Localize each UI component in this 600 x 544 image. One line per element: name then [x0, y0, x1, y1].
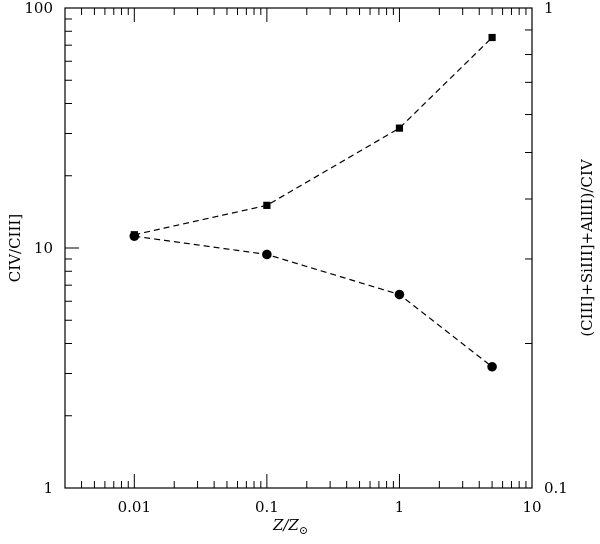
x-tick-label: 10 [522, 498, 541, 516]
series-1-line [134, 37, 493, 236]
series-1-point [395, 124, 404, 132]
y-left-tick-label: 100 [24, 0, 53, 17]
ticks-layer: 0.01 0.1 1 10 1 10 100 0.1 1 [24, 0, 568, 516]
y-axis-right-title: (CIII]+SiIII]+AlIII)/CIV [578, 158, 596, 337]
x-tick-label: 1 [395, 498, 405, 516]
lines-layer [134, 37, 493, 368]
series-0-point [262, 249, 272, 260]
y-axis-left-title: CIV/CIII] [6, 214, 24, 282]
y-right-tick-label: 0.1 [544, 479, 568, 497]
y-left-tick-label: 10 [34, 239, 53, 257]
x-axis-title-subscript: ⊙ [299, 524, 308, 537]
plot-frame [64, 7, 533, 489]
series-0-point [487, 361, 497, 372]
x-tick-label: 0.01 [118, 498, 151, 516]
markers-layer [129, 33, 497, 372]
series-1-point [488, 33, 496, 42]
x-axis-title-main: Z/Z [272, 516, 299, 534]
y-right-tick-label: 1 [544, 0, 554, 17]
series-0-point [394, 289, 405, 300]
series-1-point [263, 201, 271, 209]
x-axis-title: Z/Z⊙ [272, 516, 308, 537]
x-tick-label: 0.1 [255, 498, 279, 516]
y-left-tick-label: 1 [43, 479, 53, 497]
series-1-point [130, 231, 138, 239]
series-0-line [134, 235, 493, 368]
